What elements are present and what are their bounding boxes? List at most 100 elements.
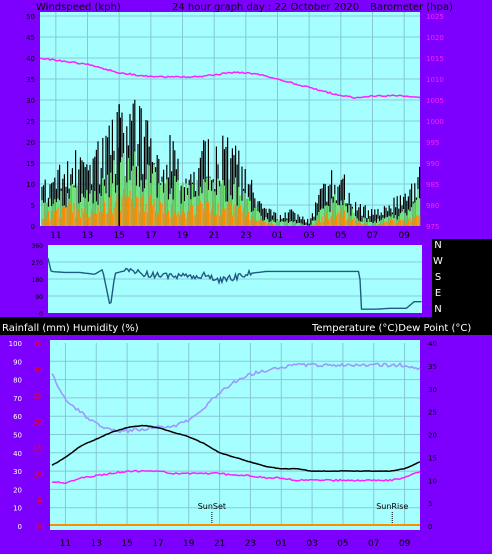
graph-title: 24 hour graph day : 22 October 2020 xyxy=(172,2,359,13)
barometer-y-tick-label: 1010 xyxy=(426,76,444,84)
wind-y-ticks: 0 5 10 15 20 25 30 35 40 45 50 xyxy=(26,13,35,231)
temp-x-tick-label: 15 xyxy=(121,539,132,549)
direction-y-tick-label: 360 xyxy=(32,243,44,250)
compass-label: E xyxy=(435,288,441,299)
wind-series xyxy=(39,57,421,226)
temp-x-ticks: 11 13 15 17 19 21 23 01 03 05 07 09 xyxy=(60,539,411,549)
temp-dew-axis-title: Temperature (°C)Dew Point (°C) xyxy=(311,323,471,334)
direction-series xyxy=(47,258,422,310)
temp-x-tick-label: 03 xyxy=(306,539,317,549)
temp-y-tick-label: 20 xyxy=(428,432,437,440)
temp-y-tick-label: 30 xyxy=(428,386,437,394)
humidity-y-tick-label: 20 xyxy=(13,486,22,494)
temp-x-tick-label: 01 xyxy=(276,539,287,549)
direction-y-tick-label: 180 xyxy=(32,277,44,284)
rain-y-tick-label: 25 xyxy=(33,392,42,400)
compass-label: N xyxy=(434,304,441,315)
rain-y-tick-label: 10 xyxy=(33,471,42,479)
wind-x-tick-label: 23 xyxy=(240,231,251,241)
rain-y-tick-label: 15 xyxy=(33,445,42,453)
temp-y-tick-label: 35 xyxy=(428,363,437,371)
wind-x-tick-label: 21 xyxy=(208,231,219,241)
sun-annotation-label: SunSet xyxy=(198,502,226,511)
rain-y-tick-label: 30 xyxy=(33,366,42,374)
temp-x-tick-label: 07 xyxy=(368,539,379,549)
barometer-y-ticks: 975 980 985 990 995 1000 1005 1010 1015 1020 1025 xyxy=(426,13,444,231)
temp-x-tick-label: 17 xyxy=(152,539,163,549)
wind-y-tick-label: 35 xyxy=(26,76,35,84)
temp-y-tick-label: 5 xyxy=(428,500,432,508)
humidity-y-tick-label: 60 xyxy=(13,413,22,421)
humidity-y-tick-label: 100 xyxy=(9,340,22,348)
temp-x-tick-label: 19 xyxy=(183,539,195,549)
rain-humidity-axis-title: Rainfall (mm) Humidity (%) xyxy=(2,323,139,334)
wind-x-tick-label: 11 xyxy=(50,231,61,241)
humidity-y-tick-label: 80 xyxy=(13,377,22,385)
wind-y-tick-label: 15 xyxy=(26,160,35,168)
dewpoint-line xyxy=(51,469,421,484)
temp-series xyxy=(50,362,421,526)
temp-y-tick-label: 15 xyxy=(428,454,437,462)
temp-panel-header xyxy=(0,317,492,335)
barometer-y-tick-label: 985 xyxy=(426,181,439,189)
barometer-y-tick-label: 1000 xyxy=(426,118,444,126)
wind-x-tick-label: 01 xyxy=(272,231,283,241)
temp-x-tick-label: 13 xyxy=(91,539,102,549)
compass-label: S xyxy=(435,272,441,283)
direction-y-tick-label: 270 xyxy=(32,260,44,267)
direction-y-tick-label: 0 xyxy=(39,311,43,318)
wind-x-tick-label: 03 xyxy=(303,231,314,241)
temp-x-tick-label: 09 xyxy=(399,539,411,549)
wind-axis-title: Windspeed (kph) xyxy=(36,2,121,13)
wind-x-tick-label: 15 xyxy=(113,231,124,241)
temp-y-tick-label: 0 xyxy=(428,523,432,531)
humidity-y-tick-label: 90 xyxy=(13,358,22,366)
wind-x-tick-label: 13 xyxy=(82,231,93,241)
wind-y-tick-label: 20 xyxy=(26,139,35,147)
rain-y-tick-label: 35 xyxy=(33,340,42,348)
barometer-y-tick-label: 1015 xyxy=(426,55,444,63)
wind-y-tick-label: 50 xyxy=(26,13,35,21)
humidity-y-tick-label: 40 xyxy=(13,450,22,458)
wind-x-tick-label: 09 xyxy=(398,231,410,241)
temp-y-ticks: 0 5 10 15 20 25 30 35 40 xyxy=(428,340,437,531)
rain-y-ticks: 0 5 10 15 20 25 30 35 xyxy=(33,340,42,531)
temp-x-tick-label: 11 xyxy=(60,539,71,549)
wind-x-tick-label: 05 xyxy=(335,231,346,241)
temp-x-tick-label: 23 xyxy=(245,539,256,549)
temp-y-tick-label: 25 xyxy=(428,409,437,417)
wind-x-tick-label: 17 xyxy=(145,231,156,241)
direction-line xyxy=(47,258,422,310)
compass-label: N xyxy=(434,240,441,251)
wind-y-tick-label: 30 xyxy=(26,97,35,105)
barometer-y-tick-label: 1005 xyxy=(426,97,444,105)
wind-x-tick-label: 07 xyxy=(367,231,378,241)
barometer-y-tick-label: 975 xyxy=(426,223,439,231)
barometer-y-tick-label: 990 xyxy=(426,160,439,168)
humidity-y-tick-label: 0 xyxy=(18,523,22,531)
wind-y-tick-label: 0 xyxy=(31,223,35,231)
humidity-y-tick-label: 30 xyxy=(13,468,22,476)
barometer-y-tick-label: 995 xyxy=(426,139,439,147)
humidity-y-tick-label: 70 xyxy=(13,395,22,403)
humidity-y-ticks: 0 10 20 30 40 50 60 70 80 90 100 xyxy=(9,340,22,531)
direction-y-tick-label: 90 xyxy=(35,294,43,301)
humidity-y-tick-label: 10 xyxy=(13,505,22,513)
wind-gridlines xyxy=(40,12,420,226)
humidity-y-tick-label: 50 xyxy=(13,432,22,440)
barometer-y-tick-label: 1020 xyxy=(426,34,444,42)
barometer-axis-title: Barometer (hpa) xyxy=(370,2,453,13)
temp-y-tick-label: 10 xyxy=(428,477,437,485)
sun-annotation-label: SunRise xyxy=(376,502,408,511)
wind-y-tick-label: 40 xyxy=(26,55,35,63)
wind-y-tick-label: 5 xyxy=(31,202,35,210)
barometer-y-tick-label: 980 xyxy=(426,202,439,210)
rain-y-tick-label: 0 xyxy=(38,523,42,531)
wind-x-ticks: 11 13 15 17 19 21 23 01 03 05 07 09 xyxy=(50,231,410,241)
rain-y-tick-label: 5 xyxy=(38,497,42,505)
humidity-line xyxy=(51,362,421,434)
temperature-line xyxy=(51,424,421,473)
temp-gridlines xyxy=(50,343,420,526)
